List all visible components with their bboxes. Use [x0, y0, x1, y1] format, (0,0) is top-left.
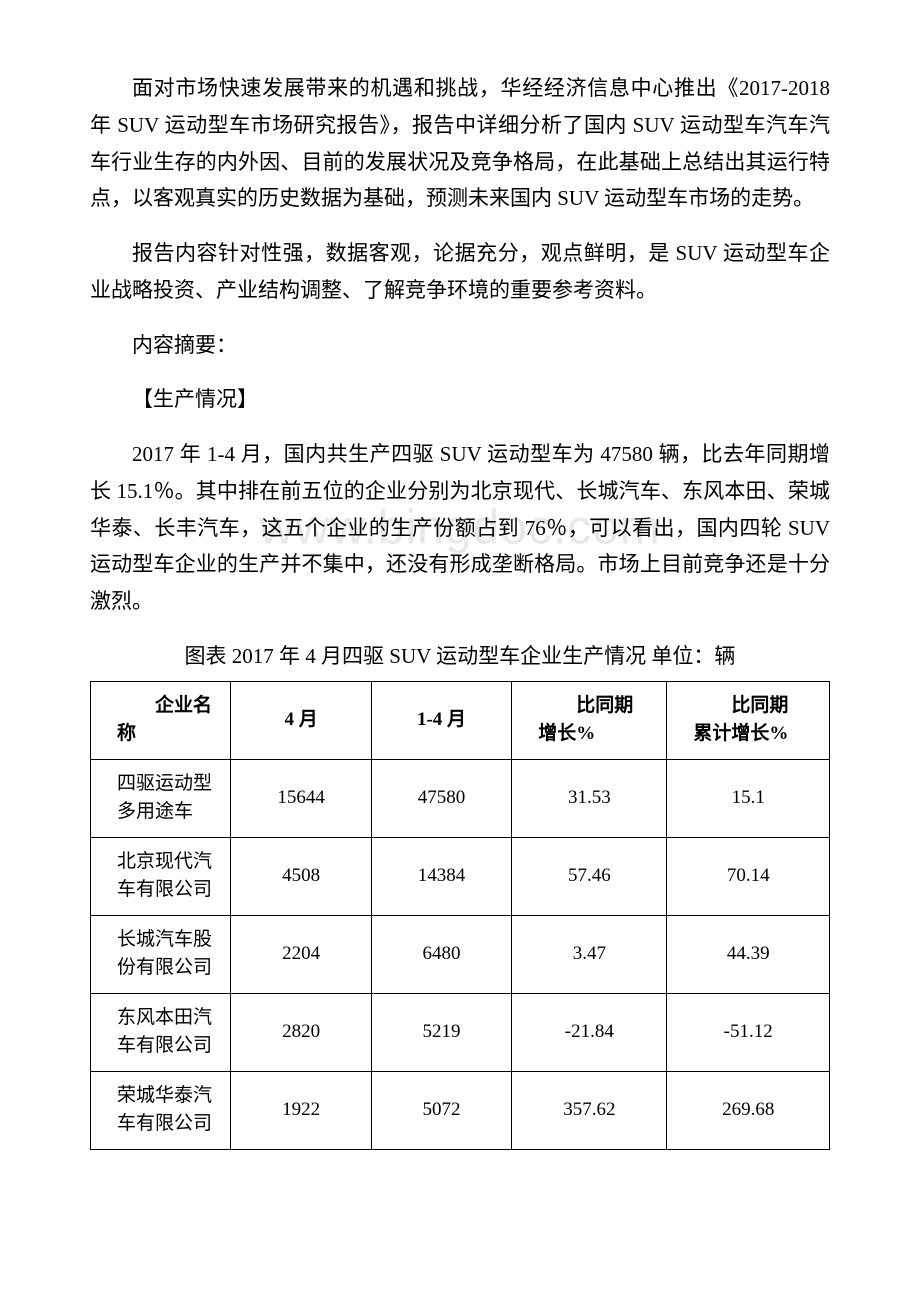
- cell-name: 长城汽车股份有限公司: [91, 915, 231, 993]
- cell-value: 269.68: [667, 1071, 830, 1149]
- table-row: 荣城华泰汽车有限公司 1922 5072 357.62 269.68: [91, 1071, 830, 1149]
- col-header-yoy: 比同期 增长%: [512, 681, 667, 759]
- table-header-row: 企业名 称 4 月 1-4 月 比同期 增长% 比同期 累计增长%: [91, 681, 830, 759]
- production-paragraph: 2017 年 1-4 月，国内共生产四驱 SUV 运动型车为 47580 辆，比…: [90, 436, 830, 620]
- col-header-jan-apr: 1-4 月: [371, 681, 511, 759]
- cell-value: 15.1: [667, 759, 830, 837]
- cell-value: 3.47: [512, 915, 667, 993]
- table-row: 北京现代汽车有限公司 4508 14384 57.46 70.14: [91, 837, 830, 915]
- cell-value: 1922: [231, 1071, 371, 1149]
- cell-value: 70.14: [667, 837, 830, 915]
- cell-value: 31.53: [512, 759, 667, 837]
- intro-paragraph-2: 报告内容针对性强，数据客观，论据充分，观点鲜明，是 SUV 运动型车企业战略投资…: [90, 235, 830, 309]
- cell-value: 57.46: [512, 837, 667, 915]
- cell-name: 北京现代汽车有限公司: [91, 837, 231, 915]
- cell-value: 5072: [371, 1071, 511, 1149]
- intro-paragraph-1: 面对市场快速发展带来的机遇和挑战，华经经济信息中心推出《2017-2018 年 …: [90, 70, 830, 217]
- cell-value: 47580: [371, 759, 511, 837]
- col-header-april: 4 月: [231, 681, 371, 759]
- col-header-cum-yoy: 比同期 累计增长%: [667, 681, 830, 759]
- table-body: 四驱运动型多用途车 15644 47580 31.53 15.1 北京现代汽车有…: [91, 759, 830, 1149]
- table-caption: 图表 2017 年 4 月四驱 SUV 运动型车企业生产情况 单位：辆: [90, 638, 830, 675]
- cell-value: 14384: [371, 837, 511, 915]
- section-heading-production: 【生产情况】: [90, 381, 830, 418]
- cell-value: 44.39: [667, 915, 830, 993]
- cell-value: -51.12: [667, 993, 830, 1071]
- col-header-name: 企业名 称: [91, 681, 231, 759]
- cell-value: 2820: [231, 993, 371, 1071]
- cell-value: 5219: [371, 993, 511, 1071]
- cell-name: 东风本田汽车有限公司: [91, 993, 231, 1071]
- table-row: 长城汽车股份有限公司 2204 6480 3.47 44.39: [91, 915, 830, 993]
- abstract-label: 内容摘要：: [90, 327, 830, 364]
- cell-value: 2204: [231, 915, 371, 993]
- production-table: 企业名 称 4 月 1-4 月 比同期 增长% 比同期 累计增长%: [90, 681, 830, 1150]
- cell-name: 荣城华泰汽车有限公司: [91, 1071, 231, 1149]
- cell-value: 4508: [231, 837, 371, 915]
- table-row: 四驱运动型多用途车 15644 47580 31.53 15.1: [91, 759, 830, 837]
- cell-value: 15644: [231, 759, 371, 837]
- cell-value: 6480: [371, 915, 511, 993]
- cell-value: -21.84: [512, 993, 667, 1071]
- table-row: 东风本田汽车有限公司 2820 5219 -21.84 -51.12: [91, 993, 830, 1071]
- cell-name: 四驱运动型多用途车: [91, 759, 231, 837]
- cell-value: 357.62: [512, 1071, 667, 1149]
